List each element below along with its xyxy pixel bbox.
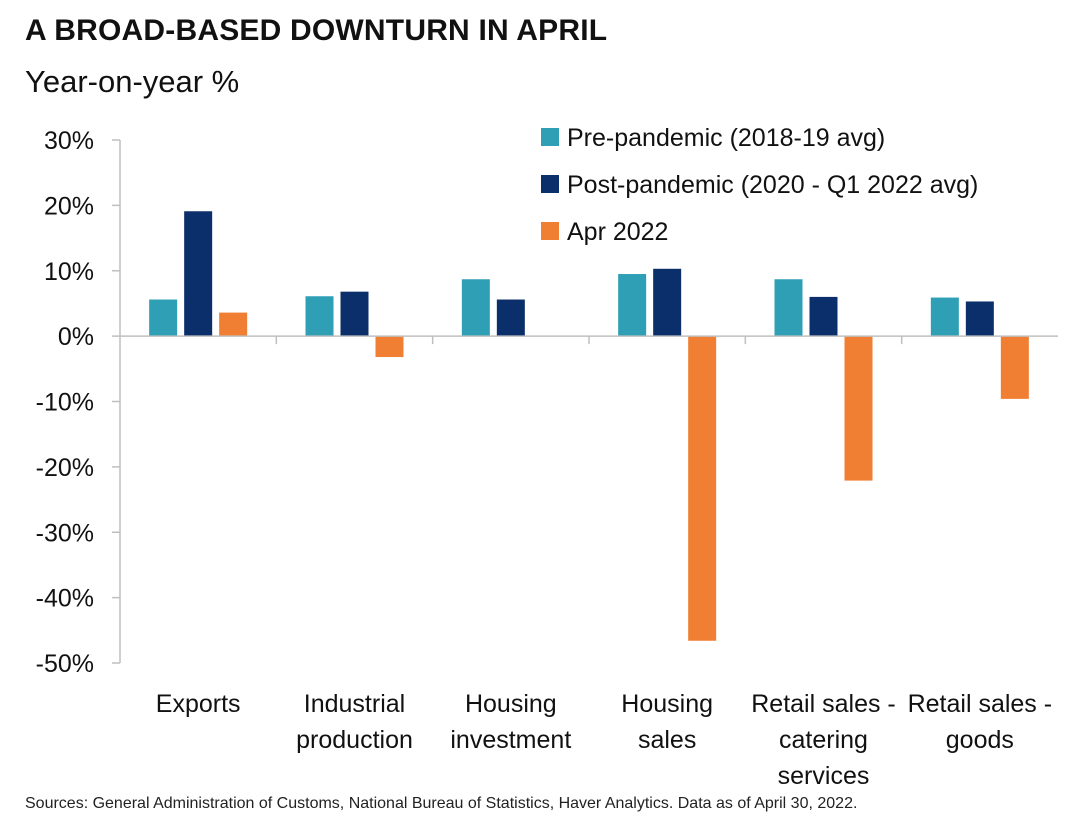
- y-tick-label: -40%: [36, 585, 94, 613]
- legend-swatch: [541, 175, 559, 193]
- legend: Pre-pandemic (2018-19 avg) Post-pandemic …: [541, 124, 978, 246]
- bar: [305, 296, 334, 337]
- legend-label: Pre-pandemic (2018-19 avg): [567, 124, 885, 152]
- x-tick-label: Retail sales -catering services: [751, 690, 896, 790]
- x-tick-label: Retail sales -goods: [908, 690, 1053, 754]
- bar: [149, 299, 178, 337]
- bar: [496, 299, 525, 337]
- bar: [688, 336, 717, 641]
- x-axis-labels: Exports Industrial production Housing invest…: [156, 690, 1052, 790]
- chart-subtitle: Year-on-year %: [25, 64, 240, 99]
- bar: [618, 274, 647, 337]
- bar: [184, 211, 213, 337]
- legend-label: Apr 2022: [567, 218, 668, 246]
- x-tick-label: Housing investment: [450, 690, 571, 754]
- y-tick-label: -20%: [36, 454, 94, 482]
- bar: [461, 279, 490, 337]
- bar: [219, 312, 248, 337]
- y-tick-label: 10%: [44, 258, 94, 286]
- y-tick-label: 0%: [58, 323, 94, 351]
- bar: [340, 291, 369, 337]
- y-axis-ticks: 30% 20% 10% 0% -10% -20% -30% -40% -50%: [36, 127, 120, 678]
- y-tick-label: -30%: [36, 519, 94, 547]
- bar: [375, 336, 404, 358]
- chart-title: A BROAD-BASED DOWNTURN IN APRIL: [25, 14, 608, 47]
- bar: [774, 279, 803, 337]
- source-note: Sources: General Administration of Custo…: [25, 795, 858, 812]
- x-tick-label: Exports: [156, 690, 241, 718]
- x-tick-label: Industrial production: [296, 690, 413, 754]
- bar: [1000, 336, 1029, 399]
- bar: [809, 296, 838, 337]
- bar: [965, 301, 994, 337]
- y-tick-label: -50%: [36, 650, 94, 678]
- y-tick-label: 30%: [44, 127, 94, 155]
- y-tick-label: -10%: [36, 389, 94, 417]
- legend-swatch: [541, 222, 559, 240]
- bar: [930, 297, 959, 337]
- legend-label: Post-pandemic (2020 - Q1 2022 avg): [567, 171, 978, 199]
- bars-group: [149, 211, 1029, 641]
- x-tick-label: Housing sales: [621, 690, 713, 754]
- legend-swatch: [541, 128, 559, 146]
- bar: [653, 268, 682, 337]
- y-tick-label: 20%: [44, 192, 94, 220]
- bar: [844, 336, 873, 481]
